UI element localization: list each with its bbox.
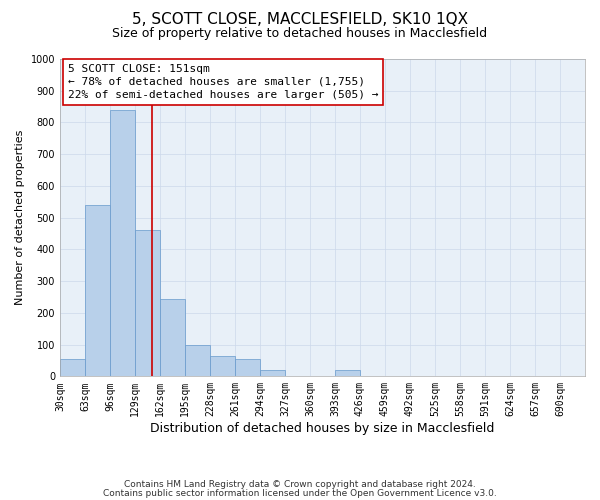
- Bar: [135, 230, 160, 376]
- Bar: [185, 344, 210, 376]
- Y-axis label: Number of detached properties: Number of detached properties: [15, 130, 25, 306]
- Text: 5, SCOTT CLOSE, MACCLESFIELD, SK10 1QX: 5, SCOTT CLOSE, MACCLESFIELD, SK10 1QX: [132, 12, 468, 28]
- Text: Size of property relative to detached houses in Macclesfield: Size of property relative to detached ho…: [112, 28, 488, 40]
- Bar: [335, 370, 360, 376]
- X-axis label: Distribution of detached houses by size in Macclesfield: Distribution of detached houses by size …: [150, 422, 494, 435]
- Text: Contains HM Land Registry data © Crown copyright and database right 2024.: Contains HM Land Registry data © Crown c…: [124, 480, 476, 489]
- Bar: [260, 370, 285, 376]
- Bar: [85, 205, 110, 376]
- Bar: [160, 298, 185, 376]
- Bar: [110, 110, 135, 376]
- Text: Contains public sector information licensed under the Open Government Licence v3: Contains public sector information licen…: [103, 489, 497, 498]
- Bar: [235, 359, 260, 376]
- Bar: [60, 359, 85, 376]
- Text: 5 SCOTT CLOSE: 151sqm
← 78% of detached houses are smaller (1,755)
22% of semi-d: 5 SCOTT CLOSE: 151sqm ← 78% of detached …: [68, 64, 378, 100]
- Bar: [210, 356, 235, 376]
